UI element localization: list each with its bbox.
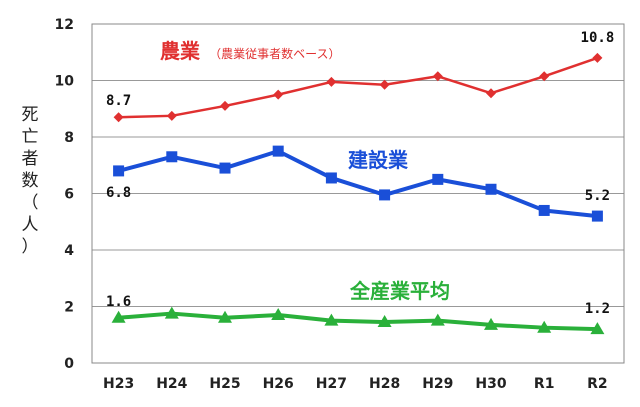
data-label-last: 1.2 xyxy=(585,301,610,317)
data-point xyxy=(590,322,605,335)
data-point xyxy=(166,151,178,163)
data-point xyxy=(537,320,552,333)
data-label-first: 6.8 xyxy=(106,185,131,201)
data-point xyxy=(430,313,445,326)
data-point xyxy=(486,88,496,99)
data-point xyxy=(591,210,603,222)
data-point xyxy=(271,307,286,320)
data-point xyxy=(219,162,231,174)
x-tick-label: H24 xyxy=(156,376,187,392)
x-tick-label: H29 xyxy=(422,376,453,392)
x-tick-label: H28 xyxy=(369,376,400,392)
x-tick-label: H26 xyxy=(263,376,294,392)
series-name-all-industries: 全産業平均 xyxy=(349,279,450,303)
y-tick-label: 12 xyxy=(55,17,74,33)
y-tick-label: 2 xyxy=(64,300,74,316)
x-tick-label: R2 xyxy=(587,376,608,392)
y-tick-label: 6 xyxy=(64,187,74,203)
data-point xyxy=(166,110,177,121)
y-tick-label: 8 xyxy=(64,130,74,146)
data-point xyxy=(111,310,126,323)
x-tick-label: H30 xyxy=(475,376,506,392)
data-point xyxy=(113,112,124,123)
series-group xyxy=(111,52,605,335)
data-point xyxy=(432,71,443,82)
data-point xyxy=(326,76,337,87)
y-tick-label: 10 xyxy=(55,74,75,90)
data-point xyxy=(273,89,284,100)
y-axis-label: 死亡者数（人） xyxy=(22,105,39,257)
data-point xyxy=(324,313,339,326)
data-point xyxy=(379,79,390,90)
grid xyxy=(92,80,624,307)
data-point xyxy=(484,317,498,330)
x-axis-ticks: H23 H24 H25 H26 H27 H28 H29 H30 R1 R2 xyxy=(103,376,608,392)
data-point xyxy=(379,189,391,201)
plot-area-border xyxy=(91,23,625,364)
data-point xyxy=(164,306,179,319)
series-line xyxy=(118,311,598,332)
data-label-last: 10.8 xyxy=(581,30,615,46)
data-point xyxy=(432,173,444,185)
data-label-first: 8.7 xyxy=(106,93,131,109)
data-point xyxy=(539,71,550,82)
data-point xyxy=(113,165,125,177)
data-point xyxy=(538,204,550,216)
series-line xyxy=(118,56,598,119)
data-label-first: 1.6 xyxy=(106,294,131,310)
series-line xyxy=(118,149,598,219)
data-point xyxy=(272,145,284,157)
y-tick-label: 0 xyxy=(64,356,74,372)
y-axis-ticks: 0 2 4 6 8 10 12 xyxy=(55,17,75,372)
data-point xyxy=(377,315,392,328)
data-point xyxy=(218,310,232,323)
series-name-agriculture: 農業 （農業従事者数ベース） xyxy=(160,39,341,63)
x-tick-label: H27 xyxy=(316,376,347,392)
x-tick-label: H23 xyxy=(103,376,134,392)
data-label-last: 5.2 xyxy=(585,188,610,204)
series-name-construction: 建設業 xyxy=(348,148,409,172)
data-point xyxy=(220,100,230,111)
x-tick-label: R1 xyxy=(534,376,555,392)
data-labels: 8.7 10.8 6.8 5.2 1.6 1.2 xyxy=(106,30,614,317)
y-tick-label: 4 xyxy=(64,243,74,259)
x-tick-label: H25 xyxy=(209,376,240,392)
data-point xyxy=(325,172,337,184)
data-point xyxy=(592,52,603,63)
data-point xyxy=(485,183,497,195)
